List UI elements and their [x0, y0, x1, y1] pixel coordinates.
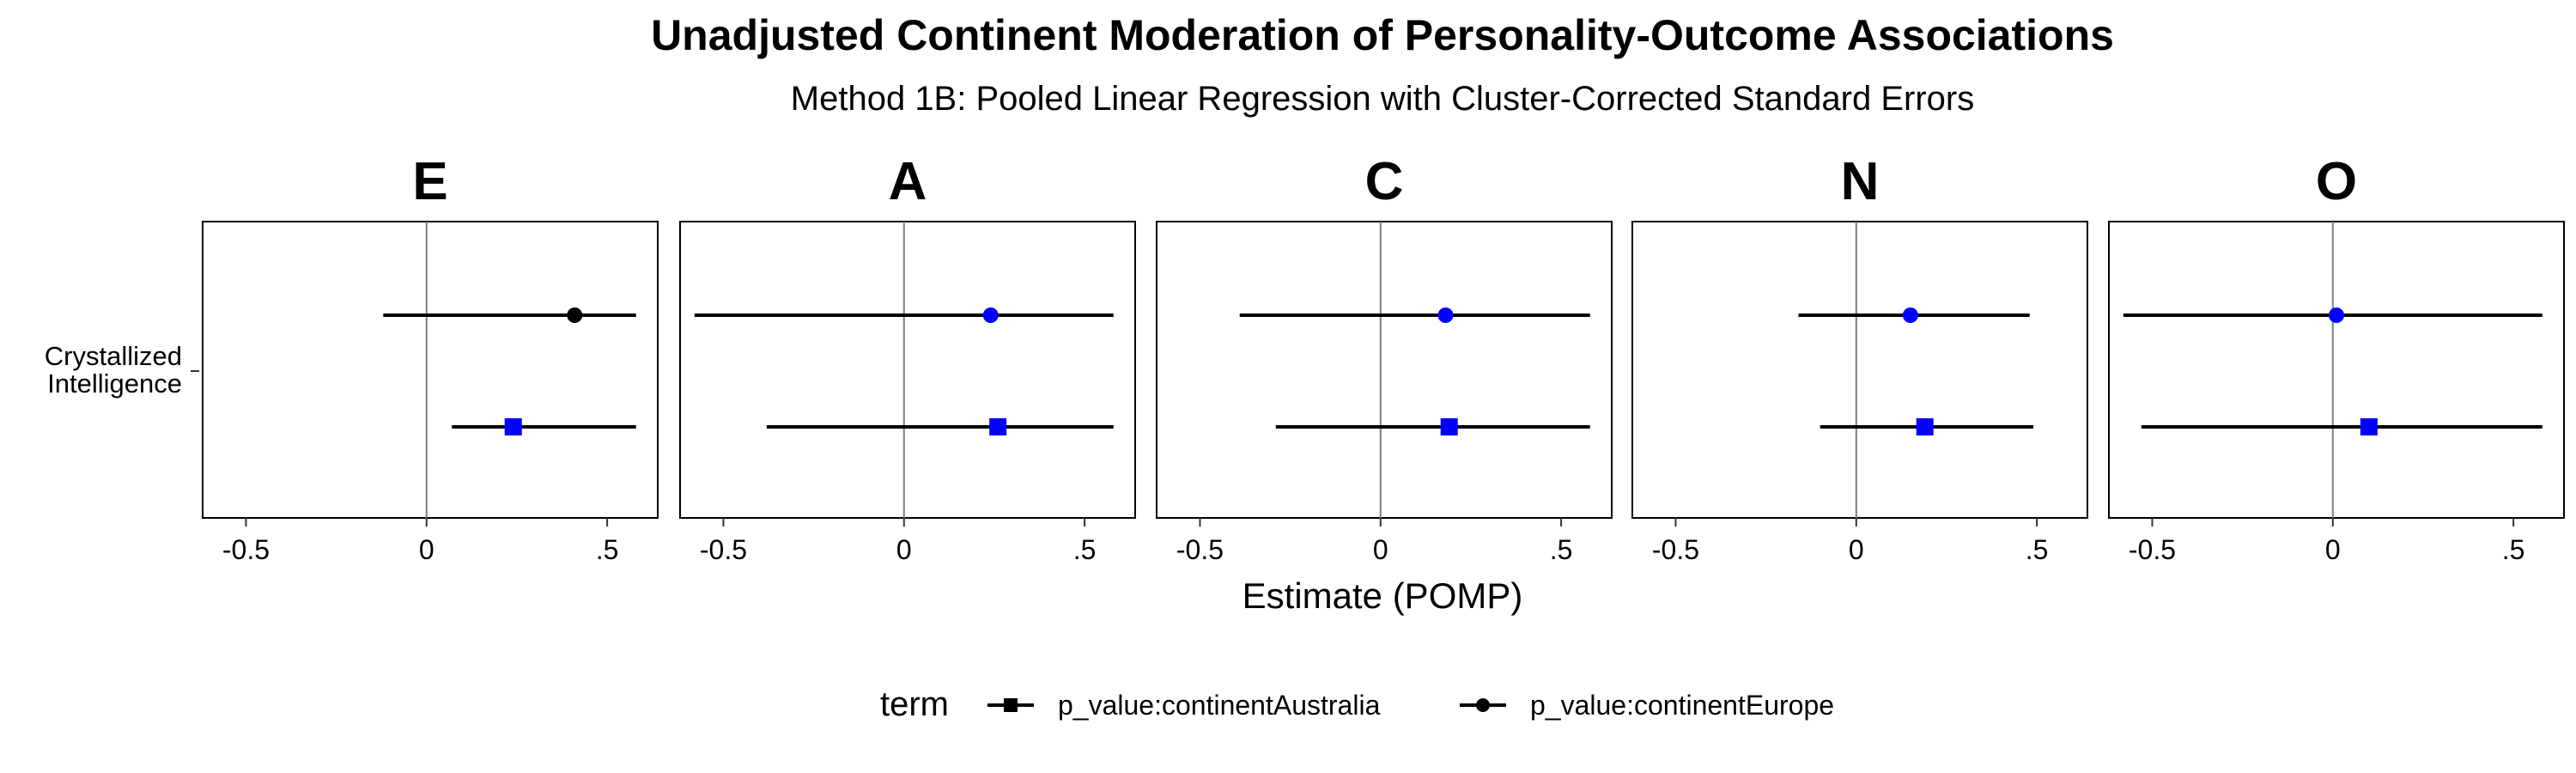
facet-panel-o: O -0.5 0 .5	[2108, 152, 2565, 565]
y-category-line: Crystallized	[45, 341, 182, 371]
panel-frame	[2108, 221, 2565, 519]
facet-label: C	[1365, 152, 1404, 211]
estimate-point-square	[1440, 418, 1458, 435]
legend-label: p_value:continentAustralia	[1058, 690, 1381, 721]
estimate-point-circle	[1437, 307, 1454, 323]
chart-title: Unadjusted Continent Moderation of Perso…	[651, 11, 2114, 59]
legend-key-circle	[1476, 698, 1490, 712]
facet-label: E	[412, 152, 447, 211]
x-tick-label: 0	[1373, 534, 1388, 565]
estimate-point-circle	[2329, 307, 2344, 323]
estimate-point-circle	[567, 307, 583, 323]
facet-label: O	[2316, 152, 2357, 211]
legend-entry: p_value:continentEurope	[1460, 690, 1834, 721]
x-tick-label: 0	[2325, 534, 2341, 565]
facet-panel-e: E -0.5 0 .5	[202, 152, 659, 565]
x-tick-label: .5	[1550, 534, 1573, 565]
x-tick-label: .5	[2502, 534, 2525, 565]
y-category-label: Crystallized Intelligence	[45, 341, 182, 399]
panel-frame	[679, 221, 1136, 519]
facet-panel-c: C -0.5 0 .5	[1156, 152, 1613, 565]
chart-subtitle: Method 1B: Pooled Linear Regression with…	[791, 80, 1974, 118]
legend-label: p_value:continentEurope	[1530, 690, 1834, 721]
facet-label: N	[1841, 152, 1880, 211]
estimate-point-square	[504, 418, 522, 435]
x-tick-label: -0.5	[1176, 534, 1224, 565]
x-tick-label: -0.5	[2129, 534, 2176, 565]
y-category-line: Intelligence	[47, 368, 182, 399]
estimate-point-square	[989, 418, 1007, 435]
panel-frame	[202, 221, 659, 519]
facet-panel-a: A -0.5 0 .5	[679, 152, 1136, 565]
x-tick-label: .5	[596, 534, 619, 565]
x-tick-label: 0	[419, 534, 434, 565]
legend-key-square	[1004, 698, 1018, 712]
estimate-point-circle	[982, 307, 999, 323]
facet-panel-n: N -0.5 0 .5	[1631, 152, 2088, 565]
x-tick-label: .5	[2026, 534, 2049, 565]
estimate-point-circle	[1902, 307, 1918, 323]
legend-entry: p_value:continentAustralia	[987, 690, 1381, 721]
x-axis-title: Estimate (POMP)	[1242, 575, 1523, 616]
x-tick-label: -0.5	[1652, 534, 1699, 565]
panel-frame	[1156, 221, 1613, 519]
panel-frame	[1631, 221, 2088, 519]
x-tick-label: -0.5	[222, 534, 270, 565]
legend-title: term	[880, 685, 949, 723]
x-tick-label: 0	[1849, 534, 1864, 565]
estimate-point-square	[1916, 418, 1934, 435]
y-axis: Crystallized Intelligence	[45, 341, 199, 399]
estimate-point-square	[2360, 418, 2378, 435]
facet-label: A	[889, 152, 927, 211]
x-tick-label: -0.5	[700, 534, 747, 565]
legend: term p_value:continentAustralia p_value:co…	[880, 685, 1834, 723]
x-tick-label: 0	[896, 534, 912, 565]
x-tick-label: .5	[1073, 534, 1097, 565]
facet-panels: E -0.5 0 .5 A -0.5 0 .5 C -0.5 0 .5 N -0.5 0 .5 O -0.5 0 .5	[202, 152, 2565, 565]
